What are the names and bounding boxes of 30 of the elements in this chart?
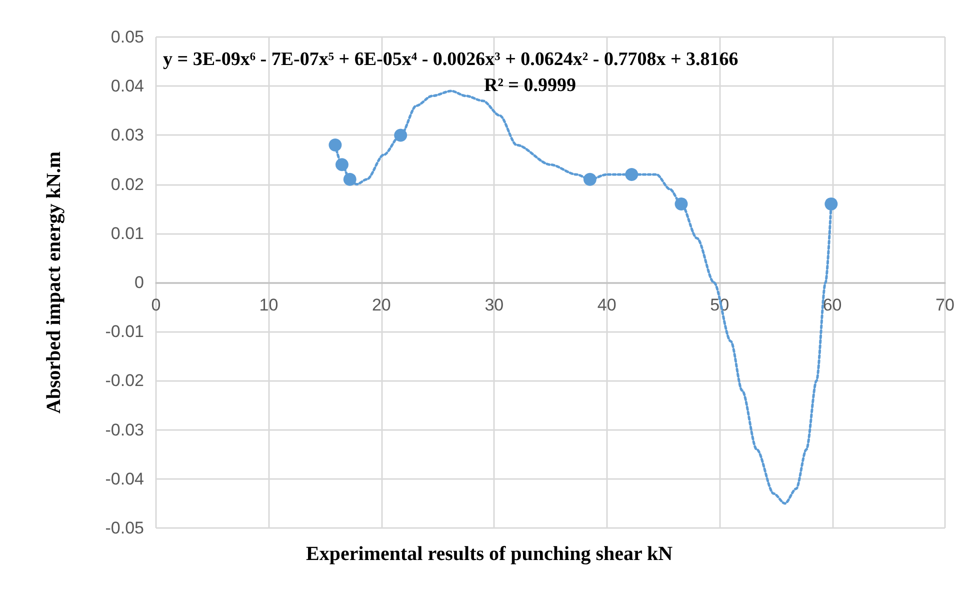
point: [328, 138, 342, 152]
y-tick-label: -0.01: [105, 322, 144, 342]
y-tick-label: 0.05: [110, 28, 144, 46]
y-tick-label: 0.02: [110, 174, 144, 194]
x-tick-label: 10: [259, 296, 278, 314]
x-tick-label: 60: [822, 296, 842, 314]
y-tick-label: -0.03: [105, 420, 144, 440]
annotation: y = 3E-09x⁶ - 7E-07x⁵ + 6E-05x⁴ - 0.0026x³ + 0.0624x² - 0.7708x + 3.8166: [163, 49, 738, 70]
point: [625, 168, 638, 181]
x-tick-label: 20: [372, 296, 391, 314]
y-tick-label: 0.01: [110, 224, 144, 243]
y-axis-title: Absorbed impact energy kN.m: [43, 151, 65, 414]
annotation: R² = 0.9999: [484, 75, 576, 96]
x-axis-title: Experimental results of punching shear kN: [306, 543, 674, 565]
y-tick-label: -0.02: [105, 371, 144, 390]
y-tick-label: 0: [134, 273, 144, 292]
x-tick-label: 40: [597, 296, 616, 314]
point: [335, 158, 348, 172]
y-tick-label: 0.03: [110, 126, 144, 145]
point: [824, 197, 838, 210]
point: [674, 197, 688, 210]
x-tick-label: 70: [936, 296, 954, 314]
x-tick-label: 0: [151, 296, 161, 314]
point: [583, 172, 596, 186]
y-tick-label: -0.04: [105, 469, 144, 488]
y-tick-label: -0.05: [105, 518, 144, 538]
y-tick-label: 0.04: [110, 76, 144, 96]
x-tick-label: 30: [484, 296, 504, 314]
point: [394, 128, 408, 142]
point: [343, 172, 356, 186]
